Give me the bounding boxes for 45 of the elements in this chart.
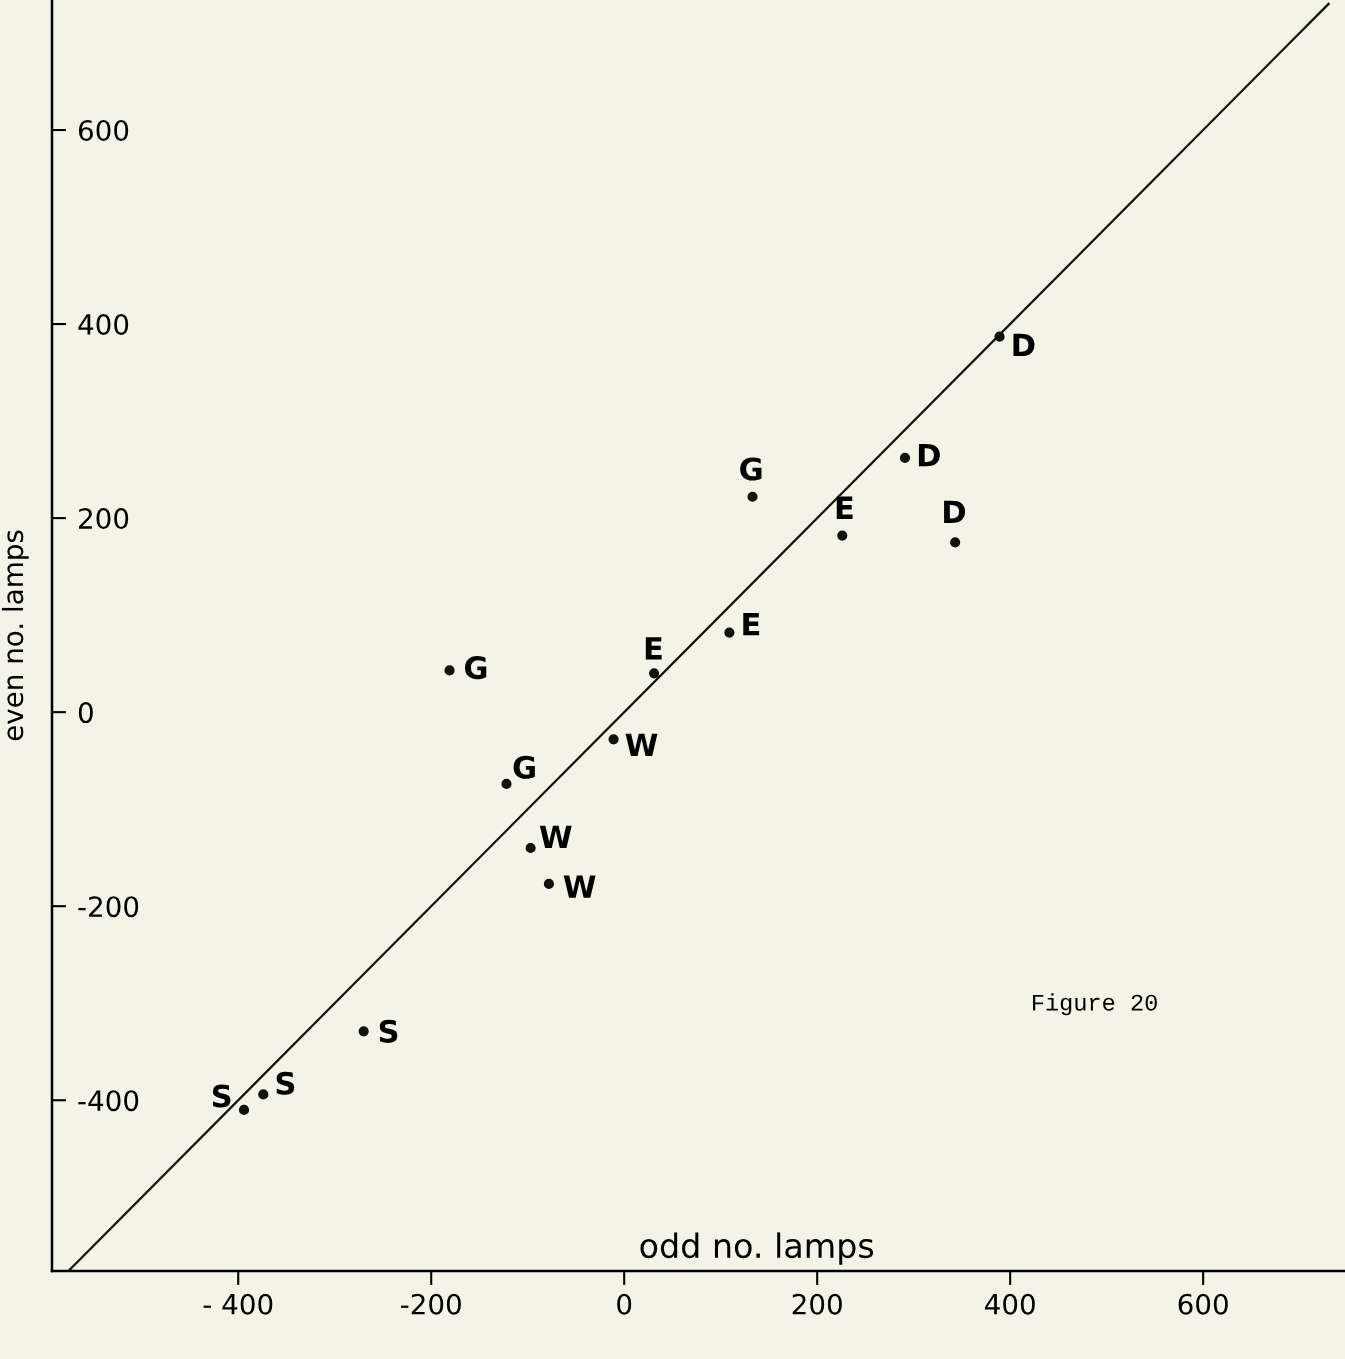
point bbox=[258, 1089, 269, 1100]
point bbox=[994, 331, 1005, 342]
y-tick-label: 600 bbox=[78, 119, 129, 141]
y-tick-label: 0 bbox=[78, 702, 93, 724]
annotation: W bbox=[539, 825, 572, 848]
annotation: D bbox=[918, 444, 940, 467]
annotation: W bbox=[625, 733, 658, 756]
x-tick-label: - 400 bbox=[203, 1293, 273, 1315]
x-tick-label: 200 bbox=[792, 1293, 842, 1315]
point bbox=[525, 842, 536, 854]
point bbox=[899, 452, 911, 464]
annotation: E bbox=[645, 637, 662, 660]
annotation: G bbox=[513, 755, 535, 779]
point bbox=[950, 537, 961, 548]
annotation: S bbox=[379, 1019, 398, 1043]
annotation: D bbox=[944, 500, 966, 523]
point bbox=[608, 734, 619, 745]
annotation: S bbox=[212, 1084, 231, 1108]
point bbox=[724, 627, 735, 638]
x-tick-label: -200 bbox=[401, 1293, 461, 1315]
y-tick-label: 400 bbox=[78, 313, 129, 335]
annotation: S bbox=[276, 1071, 295, 1095]
point bbox=[444, 665, 455, 676]
annotation: G bbox=[464, 656, 487, 680]
point bbox=[747, 491, 758, 502]
annotation: E bbox=[836, 496, 853, 519]
point bbox=[543, 878, 555, 889]
x-tick-label: 600 bbox=[1178, 1293, 1228, 1315]
annotation: Figure 20 bbox=[1033, 993, 1157, 1016]
point bbox=[649, 668, 660, 679]
point bbox=[238, 1104, 250, 1116]
annotation: E bbox=[743, 613, 760, 636]
x-tick-label: 0 bbox=[617, 1293, 632, 1315]
y-tick-label: 200 bbox=[79, 508, 129, 530]
annotation: W bbox=[563, 875, 596, 898]
annotation: G bbox=[740, 457, 762, 481]
x-axis-title: odd no. lamps bbox=[640, 1232, 874, 1265]
y-tick-label: -400 bbox=[78, 1090, 139, 1112]
point bbox=[837, 530, 848, 541]
point bbox=[501, 778, 512, 790]
y-axis-title: even no. lamps bbox=[1, 530, 29, 741]
point bbox=[358, 1026, 369, 1037]
x-tick-label: 400 bbox=[985, 1293, 1035, 1315]
y-tick-label: -200 bbox=[78, 896, 139, 918]
annotation: D bbox=[1013, 333, 1035, 357]
